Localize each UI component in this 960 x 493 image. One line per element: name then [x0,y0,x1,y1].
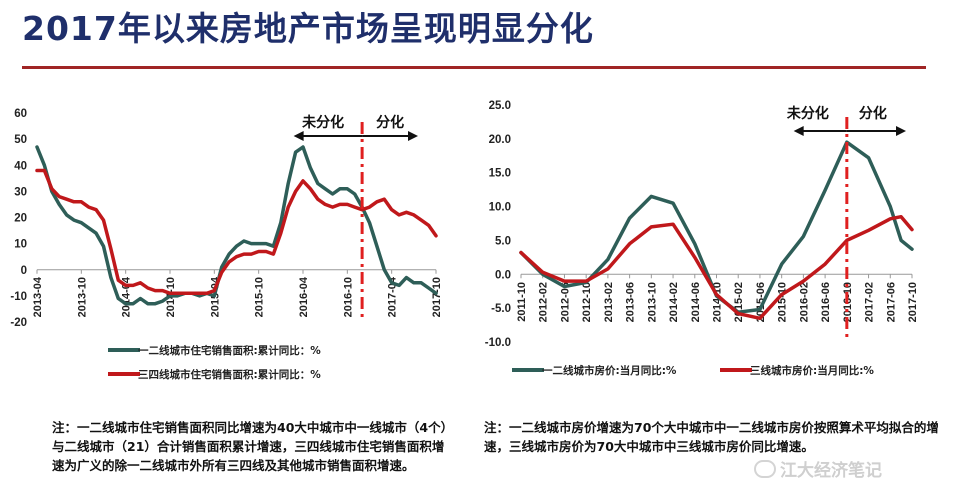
x-tick-label: 2016-06 [820,282,832,322]
annotation-differentiated: 分化 [376,114,404,131]
y-tick-label: 25.0 [489,100,511,112]
x-tick-label: 2014-02 [668,282,680,322]
x-tick-label: 2015-10 [254,277,266,317]
y-tick-label: 10.0 [489,202,511,214]
arrow-right-head [896,126,906,136]
y-tick-label: 15.0 [489,168,511,180]
x-tick-label: 2013-10 [646,282,658,322]
y-tick-label: 0.0 [495,269,511,281]
legend-label-2: 三四线城市住宅销售面积:累计同比：% [138,368,321,381]
x-tick-label: 2011-10 [516,282,528,322]
arrow-left-head [293,131,304,141]
x-tick-label: 2013-02 [603,282,615,322]
title-divider [22,66,926,69]
y-tick-label: 10 [14,239,27,251]
x-tick-label: 2012-02 [538,282,550,322]
y-tick-label: -10.0 [485,337,511,349]
y-tick-label: 40 [14,160,27,172]
x-tick-label: 2017-02 [864,282,876,322]
y-tick-label: 20 [14,213,27,225]
legend-label-2: 三线城市房价:当月同比:% [750,364,874,377]
x-tick-label: 2017-10 [907,282,919,322]
y-tick-label: -10 [10,291,27,303]
series-line-2 [519,214,914,321]
y-tick-label: 30 [14,186,27,198]
x-tick-label: 2017-04 [387,276,399,317]
x-tick-label: 2017-06 [885,282,897,322]
y-tick-label: 0 [21,265,27,277]
y-tick-label: -5.0 [491,303,511,315]
arrow-left-head [793,126,804,136]
x-tick-label: 2016-10 [342,277,354,317]
annotation-undifferentiated: 未分化 [787,105,829,122]
note-right: 注：一二线城市房价增速为70个大中城市中一二线城市房价按照算术平均拟合的增速，三… [484,420,939,454]
arrow-right-head [408,131,418,141]
x-tick-label: 2015-10 [777,282,789,322]
page-title: 2017年以来房地产市场呈现明显分化 [22,9,594,48]
x-tick-label: 2013-10 [76,277,88,317]
x-tick-label: 2017-10 [431,277,443,317]
x-tick-label: 2012-10 [581,282,593,322]
y-tick-label: -20 [10,317,27,329]
x-tick-label: 2016-04 [298,276,310,317]
x-tick-label: 2016-02 [798,282,810,322]
y-tick-label: 20.0 [489,134,511,146]
series-line-1 [35,145,438,306]
legend-label-1: 一二线城市房价:当月同比:% [542,364,677,377]
legend-label-1: 一二线城市住宅销售面积:累计同比：% [138,344,321,357]
series-line-2 [35,168,438,296]
x-tick-label: 2013-04 [32,276,44,317]
x-tick-label: 2012-06 [559,282,571,322]
x-tick-label: 2014-06 [690,282,702,322]
y-tick-label: 60 [14,108,27,120]
watermark: 江大经济笔记 [754,456,882,481]
wechat-icon [754,459,776,478]
watermark-text: 江大经济笔记 [780,461,882,481]
note-left: 注：一二线城市住宅销售面积同比增速为40大中城市中一线城市（4个）与二线城市（2… [52,420,447,473]
x-tick-label: 2013-06 [625,282,637,322]
y-tick-label: 50 [14,134,27,146]
annotation-undifferentiated: 未分化 [302,114,344,131]
y-tick-label: 5.0 [495,235,511,247]
annotation-differentiated: 分化 [859,105,887,122]
